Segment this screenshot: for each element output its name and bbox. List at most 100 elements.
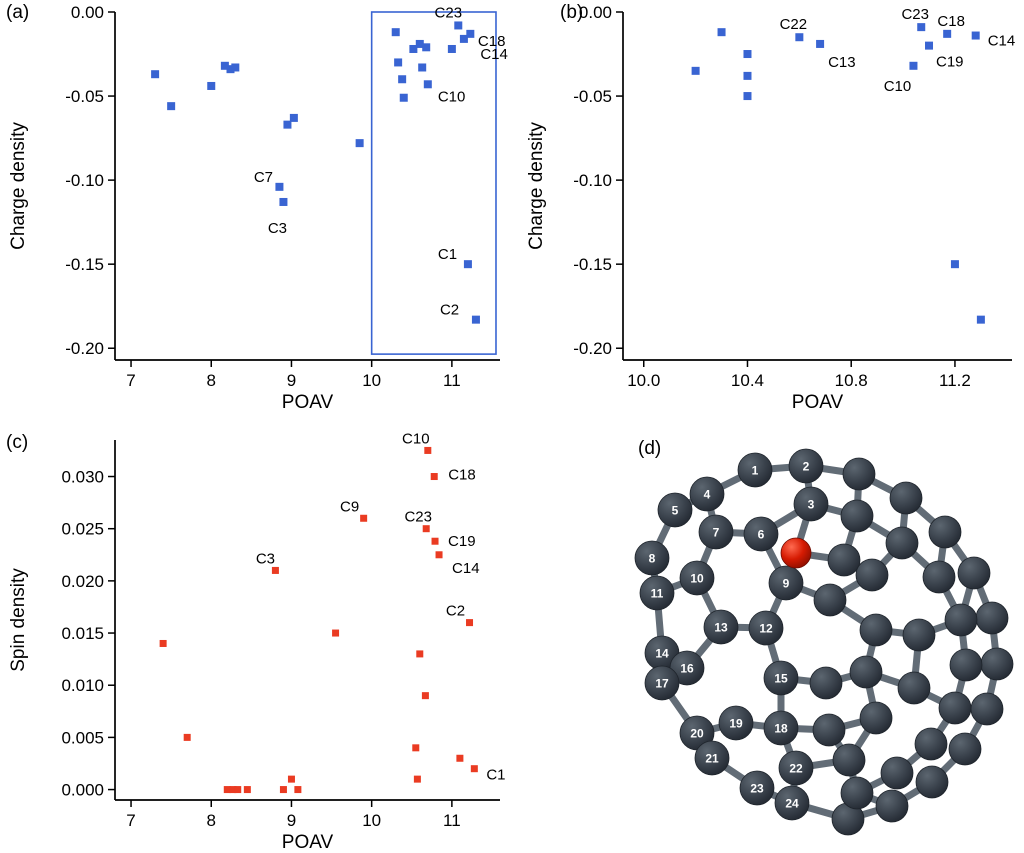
carbon-atom [812, 713, 846, 747]
point-annotation-label: C3 [268, 220, 287, 237]
point-annotation-label: C18 [937, 13, 965, 30]
carbon-atom [809, 666, 843, 700]
point-annotation-label: C23 [901, 6, 929, 23]
x-tick-label: 10.4 [731, 371, 764, 390]
point-annotation-label: C19 [936, 54, 964, 71]
atom-number-label: 15 [774, 672, 788, 686]
data-point [283, 120, 292, 129]
atom-number-label: 6 [758, 528, 765, 542]
data-point [332, 629, 340, 637]
carbon-atom [813, 583, 847, 617]
y-tick-label: 0.025 [61, 520, 104, 539]
data-point [275, 182, 284, 191]
data-point [151, 70, 160, 79]
data-point [424, 446, 432, 454]
point-annotation-label: C23 [435, 4, 463, 21]
data-point [717, 28, 726, 37]
carbon-atom [915, 765, 949, 799]
point-annotation-label: C19 [448, 533, 476, 550]
carbon-atom-numbered [644, 665, 680, 701]
carbon-atom [948, 732, 982, 766]
zoom-region-box [370, 11, 497, 355]
data-point [909, 61, 918, 70]
data-point [743, 50, 752, 59]
carbon-atom-numbered [743, 516, 779, 552]
point-annotation-label: C10 [438, 88, 466, 105]
point-annotation-label: C14 [988, 33, 1016, 50]
data-point [294, 786, 302, 794]
atom-number-label: 9 [783, 577, 790, 591]
y-axis-title: Charge density [8, 122, 29, 250]
atom-number-label: 20 [690, 727, 704, 741]
carbon-atom-numbered [689, 476, 725, 512]
atom-number-label: 13 [714, 621, 728, 635]
panel-d-letter: (d) [638, 438, 662, 459]
carbon-atom [832, 743, 866, 777]
data-point [167, 102, 176, 111]
carbon-atom [827, 543, 861, 577]
data-point [399, 93, 408, 102]
point-annotation-label: C22 [780, 16, 808, 33]
data-point [950, 260, 959, 269]
x-tick-label: 10.0 [627, 371, 660, 390]
data-point [409, 44, 418, 53]
carbon-atom-numbered [788, 448, 824, 484]
carbon-atom [902, 618, 936, 652]
y-tick-label: 0.020 [61, 572, 104, 591]
x-tick-label: 11.2 [939, 371, 971, 390]
x-tick-label: 10 [362, 811, 381, 830]
data-point [459, 34, 468, 43]
carbon-atom-numbered [739, 770, 775, 806]
data-point [471, 315, 480, 324]
y-tick-label: -0.10 [65, 171, 104, 190]
point-annotation-label: C9 [340, 498, 359, 515]
y-tick-label: 0.00 [579, 3, 612, 22]
data-point [415, 39, 424, 48]
atom-number-label: 14 [655, 647, 669, 661]
y-tick-label: 0.030 [61, 468, 104, 487]
carbon-atom-numbered [694, 740, 730, 776]
data-point [971, 31, 980, 40]
panel-d-molecule-model: (d) 1 2 3 4 5 6 7 8 9 10 11 12 13 14 15 16 17 18 19 20 21 22 2… [610, 428, 1024, 853]
data-point [456, 754, 464, 762]
point-annotation-label: C1 [438, 246, 457, 263]
carbon-atom-numbered [748, 610, 784, 646]
y-tick-label: -0.20 [573, 339, 612, 358]
panel-c-spin-density-chart: (c) 0.000 0.005 0.010 0.015 0.020 0.025 0.030 7… [0, 428, 515, 853]
panel-b-charge-density-zoom-chart: (b) 0.00 -0.05 -0.10 -0.15 -0.20 10.0 10.4 10.8… [518, 0, 1024, 424]
panel-a-charge-density-chart: (a) 0.00 -0.05 -0.10 -0.15 -0.20 7 8 9 10 11 Charg… [0, 0, 515, 424]
data-point [159, 639, 167, 647]
data-point [398, 75, 407, 84]
data-point [743, 71, 752, 80]
data-point [418, 63, 427, 72]
data-point [466, 29, 475, 38]
atom-number-label: 18 [774, 722, 788, 736]
carbon-atom [889, 481, 923, 515]
point-annotation-label: C23 [404, 509, 432, 526]
carbon-atom [897, 671, 931, 705]
carbon-atom-numbered [718, 705, 754, 741]
y-tick-label: -0.05 [573, 87, 612, 106]
panel-a-letter: (a) [6, 2, 30, 23]
carbon-atom [928, 515, 962, 549]
carbon-atom [975, 601, 1009, 635]
data-point [183, 733, 191, 741]
point-annotation-label: C14 [452, 560, 480, 577]
carbon-atom [855, 558, 889, 592]
point-annotation-label: C18 [448, 467, 476, 484]
data-point [917, 23, 926, 32]
atom-number-label: 2 [803, 460, 810, 474]
data-point [431, 537, 439, 545]
y-tick-label: 0.00 [71, 3, 104, 22]
data-point [243, 786, 251, 794]
data-point [925, 41, 934, 50]
data-point [795, 33, 804, 42]
x-tick-label: 7 [126, 371, 135, 390]
data-point [470, 765, 478, 773]
y-axis-title: Charge density [526, 122, 547, 250]
carbon-atom [849, 655, 883, 689]
atom-number-label: 24 [785, 797, 799, 811]
carbon-atom-numbered [698, 514, 734, 550]
chart-a-canvas: 0.00 -0.05 -0.10 -0.15 -0.20 7 8 9 10 11 Charge de… [8, 3, 508, 413]
